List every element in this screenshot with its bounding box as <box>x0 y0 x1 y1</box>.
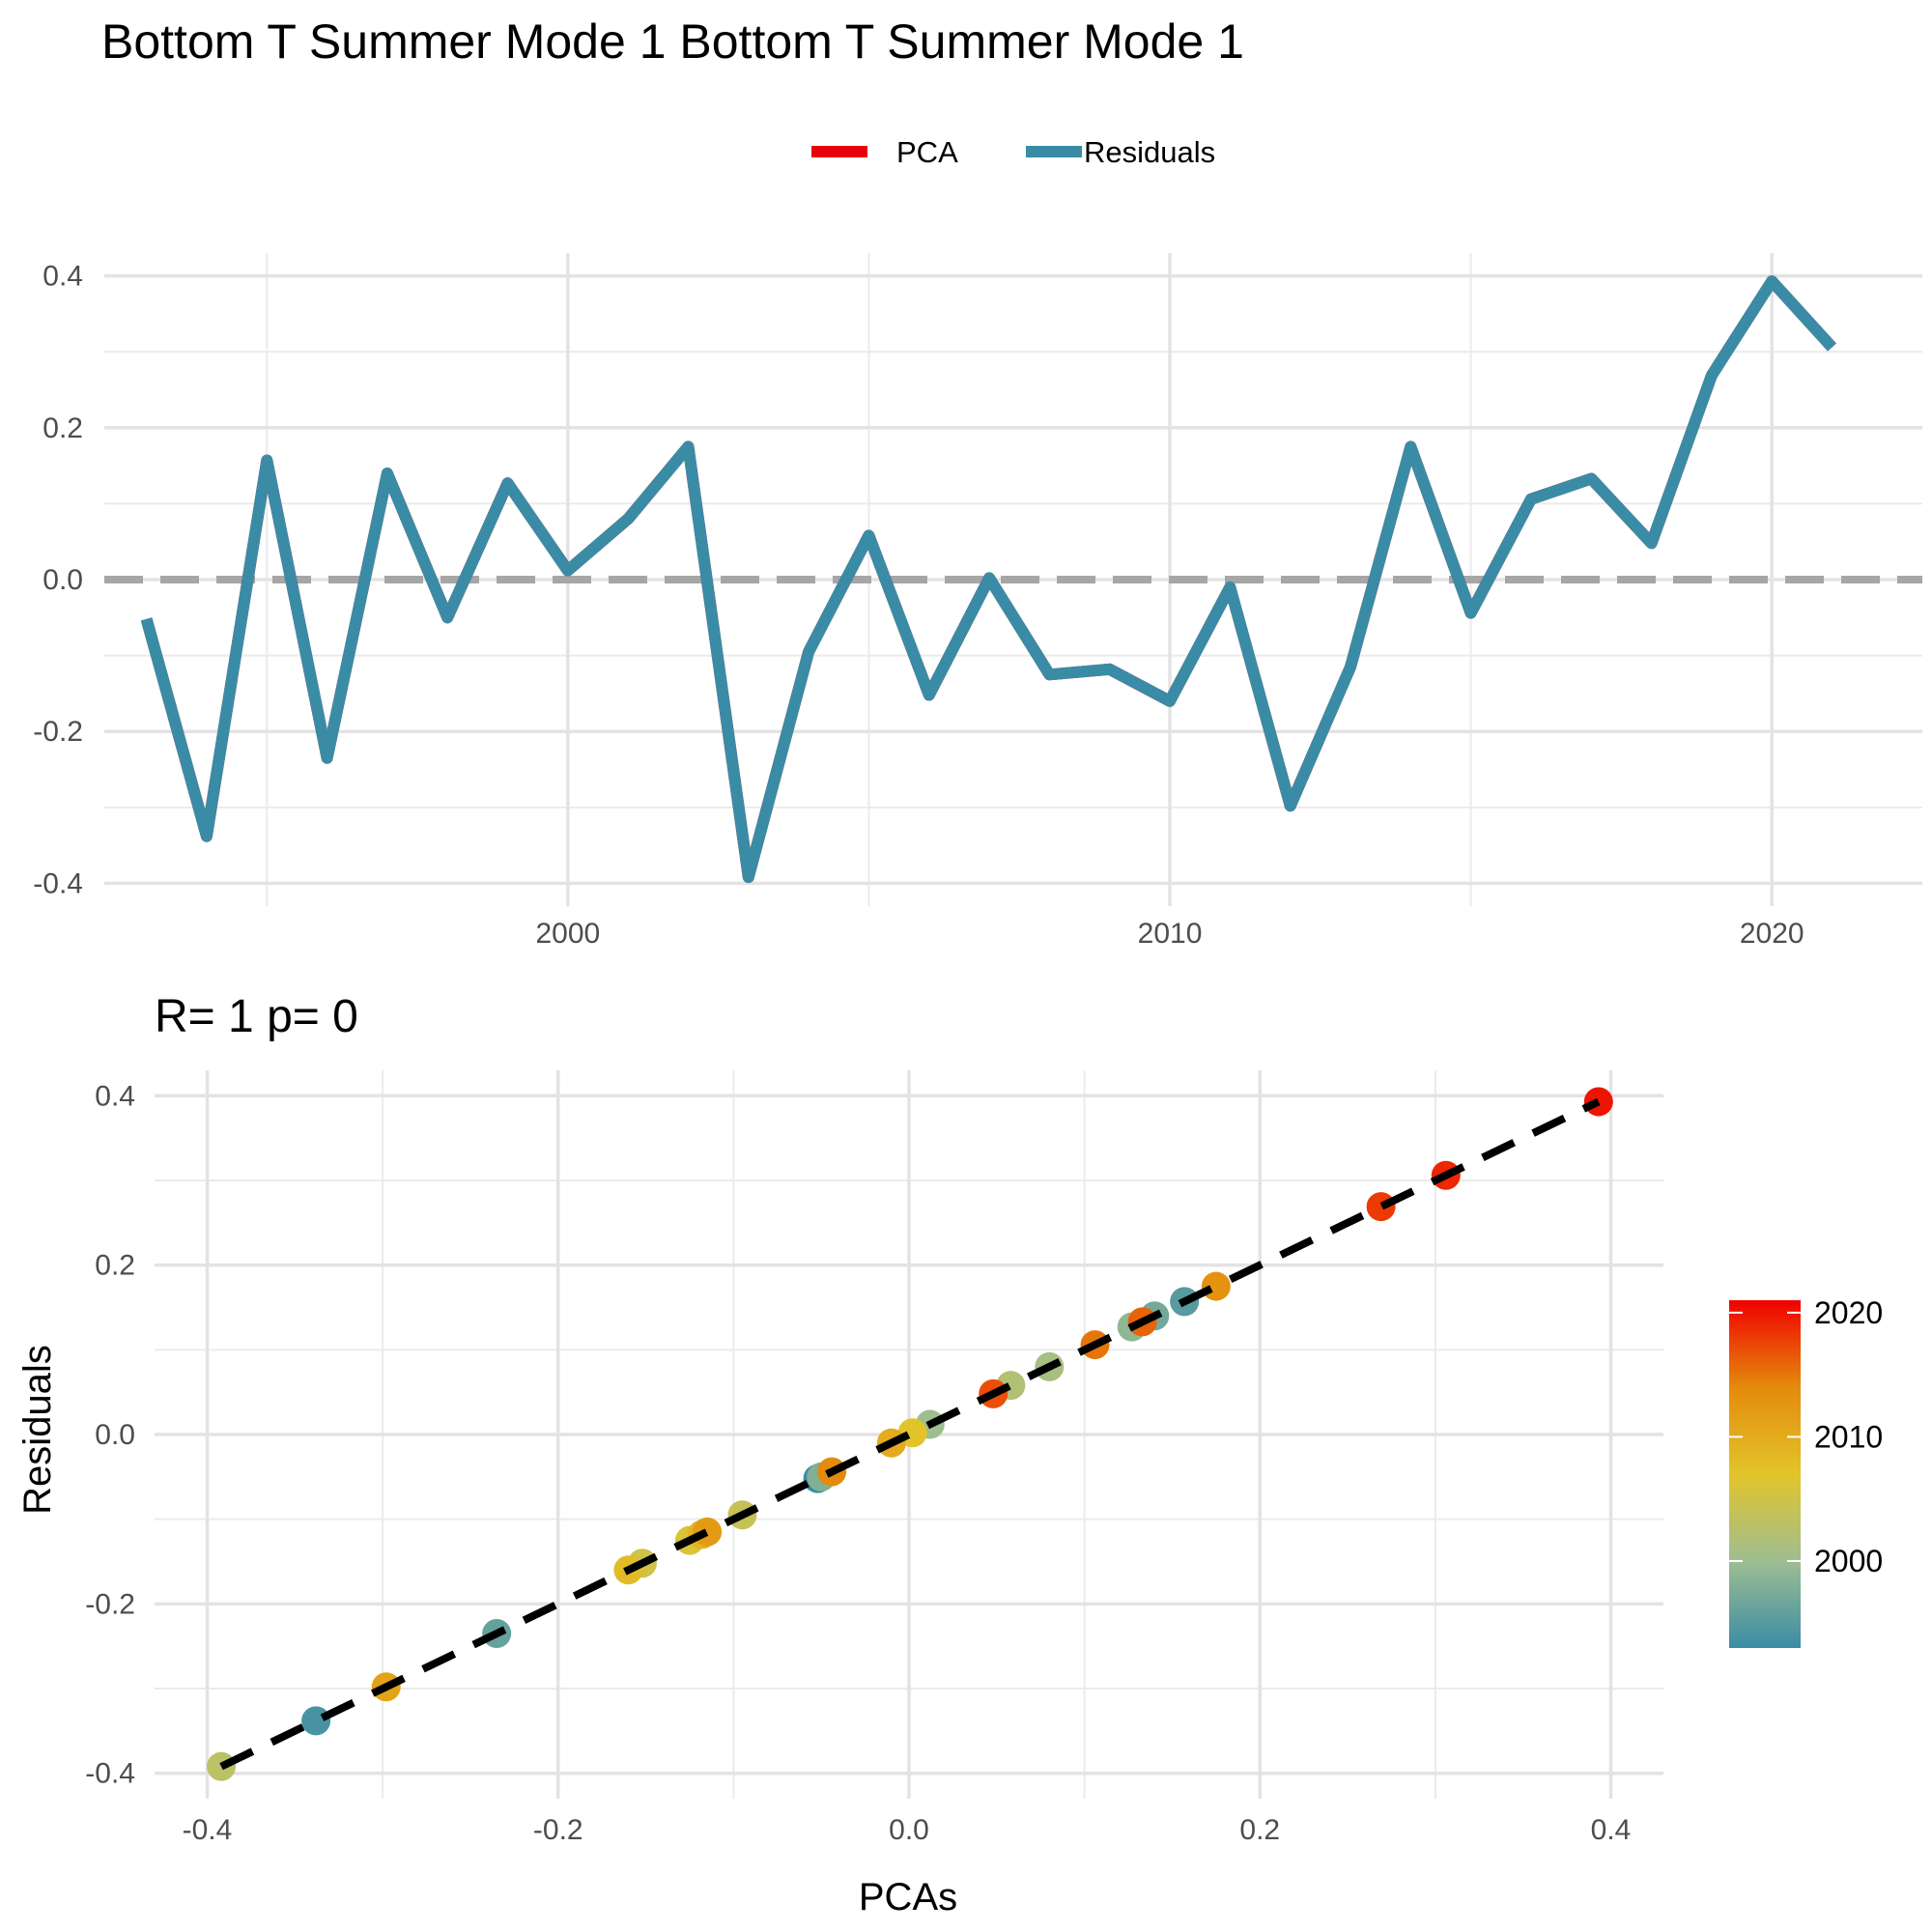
legend: PCA Residuals <box>811 135 1215 169</box>
legend-label-residuals: Residuals <box>1084 135 1215 169</box>
x-tick-label: 2010 <box>1138 918 1203 950</box>
y-tick-label: 0.4 <box>43 261 83 293</box>
colorbar: 2000 2010 2020 <box>1729 1295 1883 1648</box>
y-tick-label: 0.0 <box>43 564 83 596</box>
y-tick-label: 0.0 <box>95 1419 135 1451</box>
y-tick-label: 0.2 <box>43 412 83 444</box>
x-tick-label: 0.4 <box>1591 1814 1632 1846</box>
y-tick-label: -0.4 <box>85 1758 135 1790</box>
y-tick-label: 0.2 <box>95 1250 135 1282</box>
y-tick-label: -0.2 <box>33 716 83 748</box>
colorbar-tick-label: 2010 <box>1814 1419 1883 1454</box>
scatter-subtitle: R= 1 p= 0 <box>155 991 358 1042</box>
x-tick-label: 0.0 <box>889 1814 929 1846</box>
scatter-point <box>1201 1271 1231 1301</box>
colorbar-gradient <box>1729 1300 1801 1648</box>
time-series-panel: -0.4 -0.2 0.0 0.2 0.4 2000 2010 2020 <box>33 253 1922 950</box>
chart-title: Bottom T Summer Mode 1 Bottom T Summer M… <box>101 14 1244 69</box>
scatter-point <box>1366 1192 1396 1222</box>
y-axis-title: Residuals <box>16 1345 59 1515</box>
legend-swatch-residuals <box>1026 146 1082 157</box>
legend-label-pca: PCA <box>896 135 958 169</box>
x-tick-label: -0.4 <box>183 1814 233 1846</box>
legend-swatch-pca <box>811 146 867 157</box>
x-tick-label: 2020 <box>1740 918 1804 950</box>
x-tick-label: 2000 <box>535 918 600 950</box>
colorbar-tick-label: 2020 <box>1814 1295 1883 1330</box>
scatter-point <box>301 1706 331 1736</box>
scatter-panel: -0.4 -0.2 0.0 0.2 0.4 -0.4 -0.2 0.0 0.2 0.4 <box>85 1070 1663 1846</box>
series-line-residuals <box>140 275 1836 884</box>
y-tick-label: 0.4 <box>95 1080 135 1112</box>
fit-line <box>219 1097 1601 1771</box>
x-axis-title: PCAs <box>859 1876 957 1918</box>
y-tick-label: -0.2 <box>85 1588 135 1620</box>
x-tick-label: 0.2 <box>1239 1814 1280 1846</box>
y-tick-label: -0.4 <box>33 867 83 899</box>
x-tick-label: -0.2 <box>533 1814 583 1846</box>
colorbar-tick-label: 2000 <box>1814 1544 1883 1578</box>
